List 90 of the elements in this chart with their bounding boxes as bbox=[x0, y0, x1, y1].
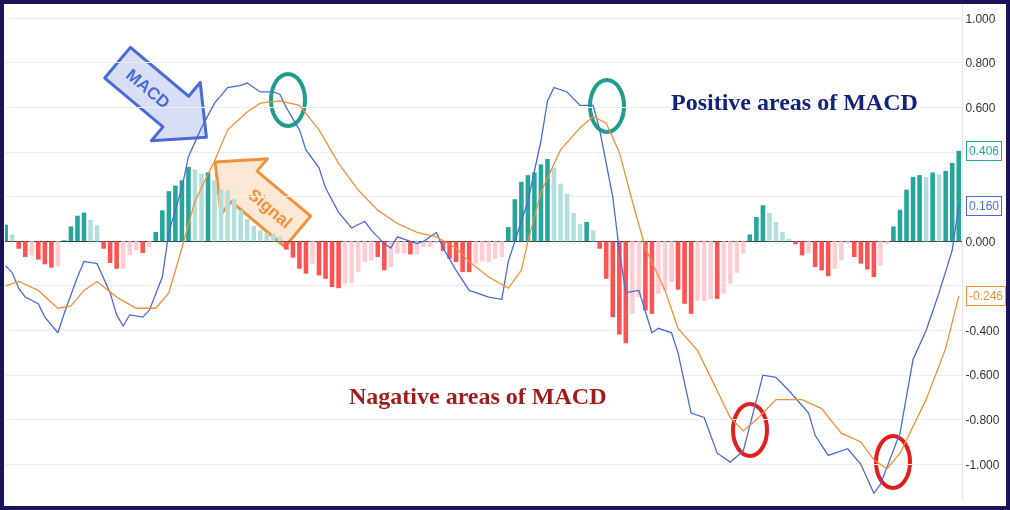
bar bbox=[186, 166, 191, 242]
bar bbox=[368, 241, 374, 261]
bar bbox=[630, 241, 635, 314]
bar bbox=[120, 241, 126, 269]
y-tick-label: 1.000 bbox=[965, 11, 996, 26]
bar bbox=[101, 241, 106, 249]
bar bbox=[930, 172, 935, 242]
bar bbox=[832, 241, 837, 269]
bar bbox=[727, 241, 733, 284]
bar bbox=[956, 150, 962, 242]
y-tick-label: 0.800 bbox=[965, 56, 996, 71]
bar bbox=[310, 241, 315, 264]
bar bbox=[682, 241, 687, 304]
bar bbox=[545, 159, 550, 242]
bar bbox=[75, 215, 80, 242]
bar bbox=[865, 241, 870, 270]
bar bbox=[806, 241, 811, 253]
bar bbox=[271, 233, 276, 242]
bar bbox=[401, 241, 407, 254]
y-tick-label: 0.000 bbox=[965, 234, 996, 249]
annotation: Positive areas of MACD bbox=[671, 89, 918, 115]
bar bbox=[506, 227, 511, 242]
bar bbox=[133, 241, 139, 251]
y-tick-label: -0.600 bbox=[965, 368, 1000, 383]
bar bbox=[943, 170, 948, 242]
bar bbox=[146, 241, 152, 247]
bar bbox=[780, 231, 785, 242]
bar bbox=[891, 226, 896, 242]
bar bbox=[917, 175, 922, 242]
bar bbox=[225, 190, 230, 242]
bar bbox=[858, 241, 864, 264]
bar bbox=[395, 241, 400, 254]
bar bbox=[852, 241, 857, 257]
bar bbox=[277, 236, 283, 242]
bar bbox=[290, 241, 296, 258]
bar bbox=[140, 241, 146, 253]
bar bbox=[381, 241, 387, 271]
text: -0.246 bbox=[969, 289, 1004, 303]
bar bbox=[741, 241, 746, 254]
bar bbox=[427, 241, 433, 247]
bar bbox=[173, 185, 178, 242]
bar bbox=[323, 241, 328, 279]
bar bbox=[695, 241, 700, 301]
text: 0.160 bbox=[969, 199, 1000, 213]
annotation: Nagative areas of MACD bbox=[349, 383, 607, 409]
text: 0.406 bbox=[969, 144, 1000, 158]
bar bbox=[878, 241, 883, 266]
bar bbox=[460, 241, 465, 273]
y-tick-label: -0.800 bbox=[965, 412, 1000, 427]
bar bbox=[29, 241, 35, 256]
bar bbox=[571, 213, 576, 242]
bar bbox=[36, 241, 41, 260]
bar bbox=[199, 173, 204, 242]
bar bbox=[362, 241, 367, 263]
bar bbox=[819, 241, 824, 271]
bar bbox=[238, 210, 243, 242]
bar bbox=[767, 213, 772, 242]
bar bbox=[336, 241, 341, 289]
bar bbox=[708, 241, 713, 299]
bar bbox=[297, 241, 302, 269]
bar bbox=[669, 241, 674, 283]
bar bbox=[212, 180, 217, 242]
bar bbox=[408, 241, 413, 255]
bar bbox=[160, 210, 165, 242]
bar bbox=[656, 241, 661, 294]
bar bbox=[617, 241, 622, 335]
bar bbox=[884, 241, 890, 245]
bar bbox=[49, 241, 54, 268]
y-tick-label: -1.000 bbox=[965, 457, 1000, 472]
bar bbox=[375, 241, 381, 257]
bar bbox=[16, 241, 21, 249]
bar bbox=[643, 241, 648, 311]
bar bbox=[558, 183, 563, 242]
bar bbox=[114, 241, 119, 269]
bar bbox=[486, 241, 492, 263]
bar bbox=[127, 241, 132, 256]
bar bbox=[88, 219, 93, 242]
bar bbox=[793, 241, 798, 245]
bar bbox=[584, 221, 589, 242]
bar bbox=[597, 241, 602, 249]
bar bbox=[519, 181, 524, 242]
bar bbox=[473, 241, 478, 264]
bar bbox=[721, 241, 727, 294]
bar bbox=[904, 189, 909, 242]
y-tick-label: 0.600 bbox=[965, 100, 996, 115]
bar bbox=[22, 241, 28, 257]
bar bbox=[284, 241, 289, 250]
bar bbox=[754, 217, 759, 242]
y-tick-label: -0.400 bbox=[965, 323, 1000, 338]
bar bbox=[349, 241, 354, 284]
